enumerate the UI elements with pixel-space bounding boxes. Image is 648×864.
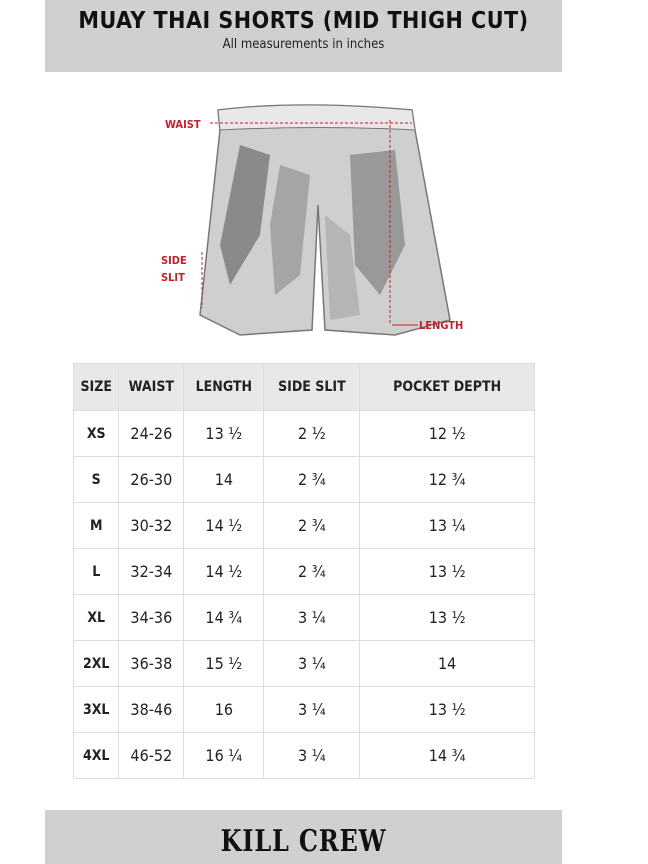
table-header-row: SIZE WAIST LENGTH SIDE SLIT POCKET DEPTH xyxy=(72,363,535,411)
table-cell: 3 ¼ xyxy=(263,732,361,779)
table-row: S 26-30 14 2 ¾ 12 ¾ xyxy=(72,456,535,503)
table-cell: 16 xyxy=(183,686,265,733)
waist-label: WAIST xyxy=(165,118,201,131)
table-cell: 14 xyxy=(359,640,535,687)
table-cell: S xyxy=(72,456,120,503)
table-cell: 12 ½ xyxy=(359,410,535,457)
table-cell: 3XL xyxy=(72,686,120,733)
table-cell: 2 ¾ xyxy=(263,502,361,549)
table-cell: 14 ½ xyxy=(183,502,265,549)
table-cell: 2 ¾ xyxy=(263,456,361,503)
table-cell: 30-32 xyxy=(118,502,185,549)
table-cell: 32-34 xyxy=(118,548,185,595)
table-cell: 14 ¾ xyxy=(183,594,265,641)
table-cell: 14 xyxy=(183,456,265,503)
table-cell: 36-38 xyxy=(118,640,185,687)
column-header: LENGTH xyxy=(183,363,265,411)
table-cell: 34-36 xyxy=(118,594,185,641)
table-cell: 26-30 xyxy=(118,456,185,503)
table-cell: XS xyxy=(72,410,120,457)
table-cell: 3 ¼ xyxy=(263,640,361,687)
table-cell: 12 ¾ xyxy=(359,456,535,503)
table-cell: 2 ¾ xyxy=(263,548,361,595)
table-cell: 16 ¼ xyxy=(183,732,265,779)
table-cell: 13 ¼ xyxy=(359,502,535,549)
size-chart-table: SIZE WAIST LENGTH SIDE SLIT POCKET DEPTH XS 2… xyxy=(72,363,535,779)
table-cell: 4XL xyxy=(72,732,120,779)
table-cell: XL xyxy=(72,594,120,641)
page-title: MUAY THAI SHORTS (MID THIGH CUT) xyxy=(78,8,529,34)
table-cell: 13 ½ xyxy=(359,686,535,733)
header-banner: MUAY THAI SHORTS (MID THIGH CUT) All mea… xyxy=(45,0,562,72)
shorts-illustration xyxy=(199,104,451,336)
table-cell: 13 ½ xyxy=(359,594,535,641)
column-header: SIZE xyxy=(72,363,120,411)
table-cell: M xyxy=(72,502,120,549)
column-header: SIDE SLIT xyxy=(263,363,361,411)
table-cell: 13 ½ xyxy=(359,548,535,595)
side-slit-label-line1: SIDE xyxy=(161,254,187,267)
brand-logo: KILL CREW xyxy=(220,824,387,859)
table-cell: 14 ¾ xyxy=(359,732,535,779)
table-cell: 15 ½ xyxy=(183,640,265,687)
table-cell: 2 ½ xyxy=(263,410,361,457)
table-cell: L xyxy=(72,548,120,595)
column-header: POCKET DEPTH xyxy=(359,363,535,411)
page-subtitle: All measurements in inches xyxy=(222,37,385,52)
table-cell: 14 ½ xyxy=(183,548,265,595)
table-row: 3XL 38-46 16 3 ¼ 13 ½ xyxy=(72,686,535,733)
length-label: LENGTH xyxy=(419,319,464,332)
table-cell: 38-46 xyxy=(118,686,185,733)
side-slit-label-line2: SLIT xyxy=(161,271,185,284)
column-header: WAIST xyxy=(118,363,185,411)
table-cell: 46-52 xyxy=(118,732,185,779)
table-cell: 3 ¼ xyxy=(263,594,361,641)
table-cell: 13 ½ xyxy=(183,410,265,457)
footer-banner: KILL CREW xyxy=(45,810,562,864)
table-cell: 2XL xyxy=(72,640,120,687)
table-cell: 24-26 xyxy=(118,410,185,457)
table-cell: 3 ¼ xyxy=(263,686,361,733)
